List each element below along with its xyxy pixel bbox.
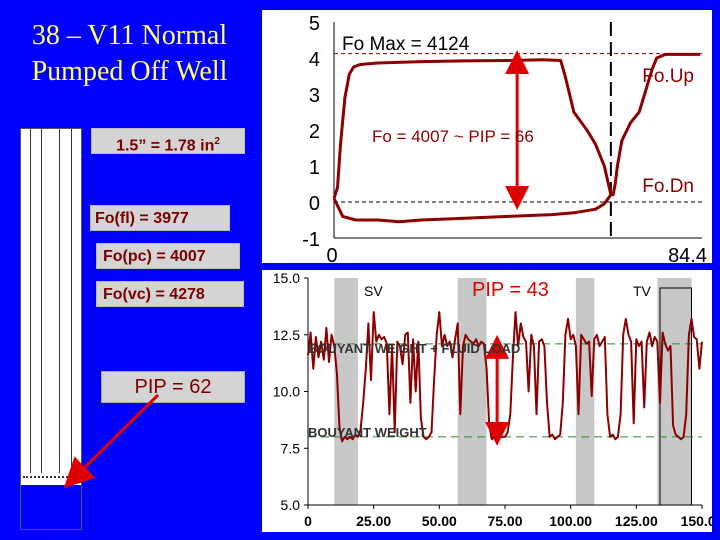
fo-label: Fo = 4007 ~ PIP = 66	[372, 127, 534, 146]
dyno-y-tick-label: 0	[309, 193, 320, 215]
well-casing-left	[30, 129, 31, 473]
dyno-y-tick-label: 1	[309, 157, 320, 179]
fo-max-label: Fo Max = 4124	[342, 34, 470, 55]
dyno-card-chart: -1 0 1 2 3 4 5 0 84.4 Fo Max = 4124 Fo = 4007 ~ PI…	[302, 13, 707, 267]
trace-y-tick-label: 15.0	[273, 270, 300, 286]
dyno-x-tick-label: 84.4	[668, 245, 707, 263]
fo-fl-label: Fo(fl) = 3977	[90, 205, 230, 231]
valve-band	[457, 278, 487, 505]
valve-band	[334, 278, 358, 505]
buoyant-label: BOUYANT WEIGHT	[308, 425, 427, 440]
plunger-area-text: 1.5” = 1.78 in	[116, 137, 215, 155]
fo-pc-label: Fo(pc) = 4007	[96, 243, 240, 269]
trace-labels: 5.0 7.5 10.0 12.5 15.0 0 25.00 50.00 75.00 100.00…	[273, 270, 720, 529]
trace-y-tick-label: 7.5	[281, 440, 301, 456]
trace-x-tick-label: 25.00	[356, 513, 391, 529]
dyno-y-tick-label: -1	[302, 229, 320, 251]
well-tubing-right	[59, 129, 60, 473]
fo-dn-label: Fo.Dn	[642, 176, 694, 197]
dyno-y-tick-label: 4	[309, 49, 320, 71]
well-diagram	[20, 128, 82, 530]
trace-series	[307, 311, 703, 446]
dyno-y-tick-label: 3	[309, 85, 320, 107]
trace-x-tick-label: 0	[304, 513, 312, 529]
fo-vc-label: Fo(vc) = 4278	[96, 281, 244, 307]
trace-x-tick-label: 75.00	[487, 513, 522, 529]
pip-left-label: PIP = 62	[101, 371, 245, 403]
trace-x-tick-label: 150.00	[681, 513, 712, 529]
trace-x-tick-label: 125.00	[615, 513, 658, 529]
dyno-x-tick-label: 0	[326, 245, 337, 263]
dyno-labels: -1 0 1 2 3 4 5 0 84.4 Fo Max = 4124 Fo = 4007 ~ PI…	[302, 13, 707, 267]
pip-label: PIP = 43	[472, 279, 549, 301]
well-fluid	[21, 485, 81, 529]
trace-x-tick-label: 50.00	[422, 513, 457, 529]
dyno-y-tick-label: 5	[309, 13, 320, 35]
valve-band	[657, 278, 692, 505]
trace-y-tick-label: 12.5	[273, 327, 300, 343]
tv-label: TV	[633, 283, 652, 299]
slide-title: 38 – V11 Normal Pumped Off Well	[31, 20, 228, 87]
load-trace	[307, 311, 703, 443]
valve-bands	[334, 278, 692, 506]
well-casing-right	[71, 129, 72, 473]
sv-label: SV	[364, 283, 383, 299]
load-trace-panel: 5.0 7.5 10.0 12.5 15.0 0 25.00 50.00 75.00 100.00…	[262, 270, 720, 532]
fo-up-label: Fo.Up	[642, 66, 694, 87]
trace-y-tick-label: 5.0	[281, 497, 301, 513]
plunger-area-unit: 2	[214, 136, 220, 147]
dyno-series	[332, 50, 701, 224]
trace-y-tick-label: 10.0	[273, 384, 300, 400]
downstroke-trace	[332, 193, 613, 224]
trace-x-tick-label: 100.00	[549, 513, 592, 529]
dyno-card-panel: -1 0 1 2 3 4 5 0 84.4 Fo Max = 4124 Fo = 4007 ~ PI…	[262, 10, 712, 267]
dyno-y-tick-label: 2	[309, 121, 320, 143]
well-tubing-left	[41, 129, 42, 473]
plunger-area-label: 1.5” = 1.78 in2	[91, 128, 245, 154]
upstroke-trace	[332, 52, 701, 199]
load-trace-chart: 5.0 7.5 10.0 12.5 15.0 0 25.00 50.00 75.00 100.00…	[273, 270, 720, 529]
buoyant-fluid-label: BOUYANT WEIGHT + FLUID LOAD	[308, 341, 520, 356]
